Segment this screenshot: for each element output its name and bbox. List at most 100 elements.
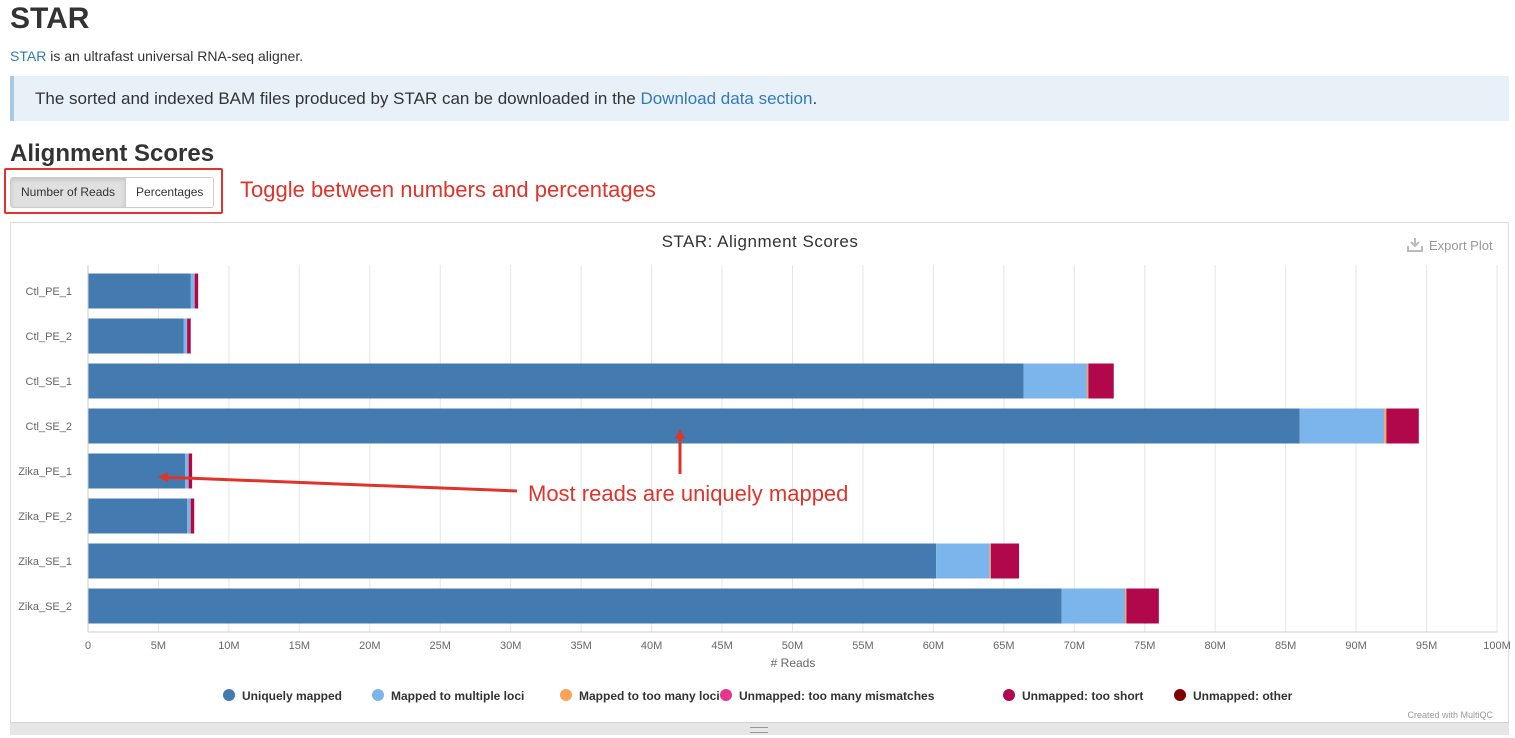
multiqc-credit: Created with MultiQC	[1407, 710, 1493, 720]
plot-resize-handle[interactable]	[10, 722, 1509, 735]
bar-segment[interactable]	[190, 273, 195, 309]
legend-item[interactable]: Mapped to too many loci	[560, 689, 720, 703]
x-tick-label: 20M	[359, 640, 380, 652]
resize-grip-icon	[750, 727, 768, 733]
percentages-button[interactable]: Percentages	[126, 178, 214, 207]
x-tick-label: 80M	[1204, 640, 1225, 652]
legend-item[interactable]: Mapped to multiple loci	[372, 689, 524, 703]
legend-label: Uniquely mapped	[242, 689, 342, 703]
y-category-label: Zika_SE_2	[18, 601, 72, 613]
legend-label: Mapped to multiple loci	[391, 689, 524, 703]
download-icon	[1407, 238, 1423, 252]
star-link[interactable]: STAR	[10, 48, 47, 64]
page-title: STAR	[10, 2, 90, 35]
annotation-arrow-left	[158, 472, 518, 493]
bar-segment[interactable]	[183, 318, 187, 354]
y-category-label: Zika_PE_1	[18, 466, 72, 478]
legend-marker	[223, 689, 235, 701]
toggle-annotation: Toggle between numbers and percentages	[240, 177, 656, 202]
x-tick-label: 95M	[1416, 640, 1437, 652]
legend-item[interactable]: Unmapped: other	[1174, 689, 1293, 703]
bar-segment[interactable]	[1299, 408, 1385, 444]
y-category-label: Ctl_PE_1	[26, 286, 72, 298]
bar-segment[interactable]	[187, 318, 191, 354]
section-title: Alignment Scores	[10, 140, 215, 167]
legend-marker	[560, 689, 572, 701]
x-tick-label: 85M	[1275, 640, 1296, 652]
number-of-reads-button[interactable]: Number of Reads	[11, 178, 127, 207]
legend-marker	[1003, 689, 1015, 701]
legend-marker	[372, 689, 384, 701]
legend-item[interactable]: Unmapped: too many mismatches	[720, 689, 935, 703]
x-tick-label: 55M	[852, 640, 873, 652]
bar-segment[interactable]	[185, 453, 189, 489]
export-plot-button[interactable]: Export Plot	[1407, 238, 1493, 253]
uniquely-mapped-annotation: Most reads are uniquely mapped	[528, 481, 849, 506]
bar-segment[interactable]	[88, 408, 1300, 444]
bar-segment[interactable]	[194, 273, 199, 309]
legend-label: Unmapped: too short	[1022, 689, 1143, 703]
bar-segment[interactable]	[88, 318, 184, 354]
export-plot-label: Export Plot	[1429, 238, 1493, 253]
bar-segment[interactable]	[1086, 363, 1089, 399]
x-tick-label: 70M	[1064, 640, 1085, 652]
bar-segment[interactable]	[88, 588, 1062, 624]
bar-segment[interactable]	[186, 318, 188, 354]
legend-label: Unmapped: too many mismatches	[739, 689, 935, 703]
x-tick-label: 5M	[151, 640, 166, 652]
x-tick-label: 15M	[289, 640, 310, 652]
bar-segment[interactable]	[990, 543, 1020, 579]
bar-segment[interactable]	[88, 453, 186, 489]
x-tick-label: 0	[85, 640, 91, 652]
toggle-highlight-box	[4, 168, 223, 214]
callout-text: The sorted and indexed BAM files produce…	[35, 89, 641, 108]
x-tick-label: 10M	[218, 640, 239, 652]
bar-segment[interactable]	[88, 498, 188, 534]
bar-segment[interactable]	[88, 543, 937, 579]
intro-text: STAR is an ultrafast universal RNA-seq a…	[10, 48, 303, 64]
y-category-label: Ctl_PE_2	[26, 331, 72, 343]
bar-segment[interactable]	[936, 543, 990, 579]
bar-segment[interactable]	[188, 453, 189, 489]
chart-title: STAR: Alignment Scores	[662, 232, 859, 251]
legend-label: Mapped to too many loci	[579, 689, 720, 703]
x-tick-label: 25M	[430, 640, 451, 652]
y-category-label: Zika_SE_1	[18, 556, 72, 568]
x-tick-label: 75M	[1134, 640, 1155, 652]
bar-segment[interactable]	[1125, 588, 1127, 624]
bar-segment[interactable]	[88, 363, 1024, 399]
y-category-label: Ctl_SE_2	[26, 421, 72, 433]
intro-description: is an ultrafast universal RNA-seq aligne…	[46, 48, 304, 64]
download-callout: The sorted and indexed BAM files produce…	[10, 76, 1509, 121]
x-tick-label: 35M	[570, 640, 591, 652]
legend-item[interactable]: Uniquely mapped	[223, 689, 342, 703]
bar-segment[interactable]	[188, 453, 193, 489]
legend-item[interactable]: Unmapped: too short	[1003, 689, 1143, 703]
bar-segment[interactable]	[194, 273, 195, 309]
legend-label: Unmapped: other	[1193, 689, 1293, 703]
x-axis-label: # Reads	[771, 656, 816, 670]
bar-segment[interactable]	[190, 498, 195, 534]
y-category-label: Zika_PE_2	[18, 511, 72, 523]
bar-segment[interactable]	[1023, 363, 1087, 399]
legend-marker	[1174, 689, 1186, 701]
bar-segment[interactable]	[1384, 408, 1387, 444]
callout-end: .	[812, 89, 818, 108]
bar-segment[interactable]	[190, 498, 191, 534]
bar-segment[interactable]	[989, 543, 991, 579]
x-tick-label: 50M	[782, 640, 803, 652]
x-tick-label: 90M	[1345, 640, 1366, 652]
download-data-link[interactable]: Download data section	[640, 89, 813, 108]
x-tick-label: 100M	[1483, 640, 1511, 652]
bar-segment[interactable]	[1386, 408, 1419, 444]
bar-segment[interactable]	[1061, 588, 1126, 624]
x-tick-label: 30M	[500, 640, 521, 652]
bar-segment[interactable]	[1088, 363, 1114, 399]
bar-segment[interactable]	[1126, 588, 1159, 624]
bar-segment[interactable]	[88, 273, 191, 309]
x-tick-label: 60M	[923, 640, 944, 652]
x-tick-label: 65M	[993, 640, 1014, 652]
bar-segment[interactable]	[187, 498, 191, 534]
y-category-label: Ctl_SE_1	[26, 376, 72, 388]
